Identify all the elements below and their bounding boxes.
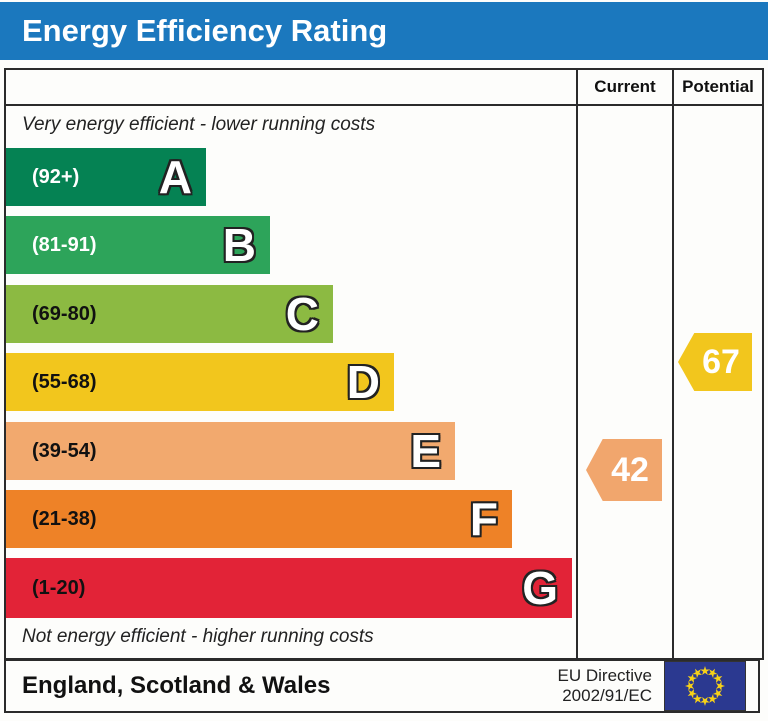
band-b: (81-91) B	[6, 216, 270, 274]
region-label: England, Scotland & Wales	[22, 672, 331, 699]
band-d-range: (55-68)	[32, 370, 97, 393]
eu-directive-label: EU Directive 2002/91/EC	[558, 666, 652, 706]
band-a-letter: A	[158, 151, 192, 203]
eu-flag-icon	[664, 661, 746, 711]
band-c-letter: C	[285, 288, 319, 340]
bottom-efficiency-note: Not energy efficient - higher running co…	[22, 626, 374, 647]
band-g: (1-20) G	[6, 558, 572, 618]
band-d-letter: D	[346, 356, 380, 408]
current-rating-value: 42	[611, 450, 649, 489]
title-bar: Energy Efficiency Rating	[0, 2, 768, 60]
band-f-range: (21-38)	[32, 507, 97, 530]
band-b-range: (81-91)	[32, 233, 97, 256]
band-f-letter: F	[469, 493, 498, 545]
band-c: (69-80) C	[6, 285, 333, 343]
band-a: (92+) A	[6, 148, 206, 206]
band-g-range: (1-20)	[32, 576, 86, 599]
current-rating-pointer: 42	[586, 439, 662, 501]
column-divider-potential	[672, 70, 674, 658]
epc-chart: Current Potential Very energy efficient …	[4, 68, 764, 660]
band-c-range: (69-80)	[32, 302, 97, 325]
band-f: (21-38) F	[6, 490, 512, 548]
top-efficiency-note: Very energy efficient - lower running co…	[22, 114, 376, 135]
potential-rating-pointer: 67	[678, 333, 752, 391]
page-title: Energy Efficiency Rating	[22, 13, 388, 48]
band-g-letter: G	[522, 562, 558, 614]
potential-rating-value: 67	[702, 342, 740, 381]
eu-directive-line1: EU Directive	[557, 666, 652, 685]
footer-bar: England, Scotland & Wales EU Directive 2…	[4, 658, 760, 713]
column-header-row	[6, 70, 762, 106]
band-e: (39-54) E	[6, 422, 455, 480]
column-divider-current	[576, 70, 578, 658]
band-e-letter: E	[410, 425, 441, 477]
band-e-range: (39-54)	[32, 439, 97, 462]
current-column-header: Current	[594, 77, 656, 96]
band-a-range: (92+)	[32, 165, 80, 188]
eu-directive-line2: 2002/91/EC	[562, 686, 652, 705]
band-b-letter: B	[222, 219, 256, 271]
potential-column-header: Potential	[682, 77, 754, 96]
band-d: (55-68) D	[6, 353, 394, 411]
